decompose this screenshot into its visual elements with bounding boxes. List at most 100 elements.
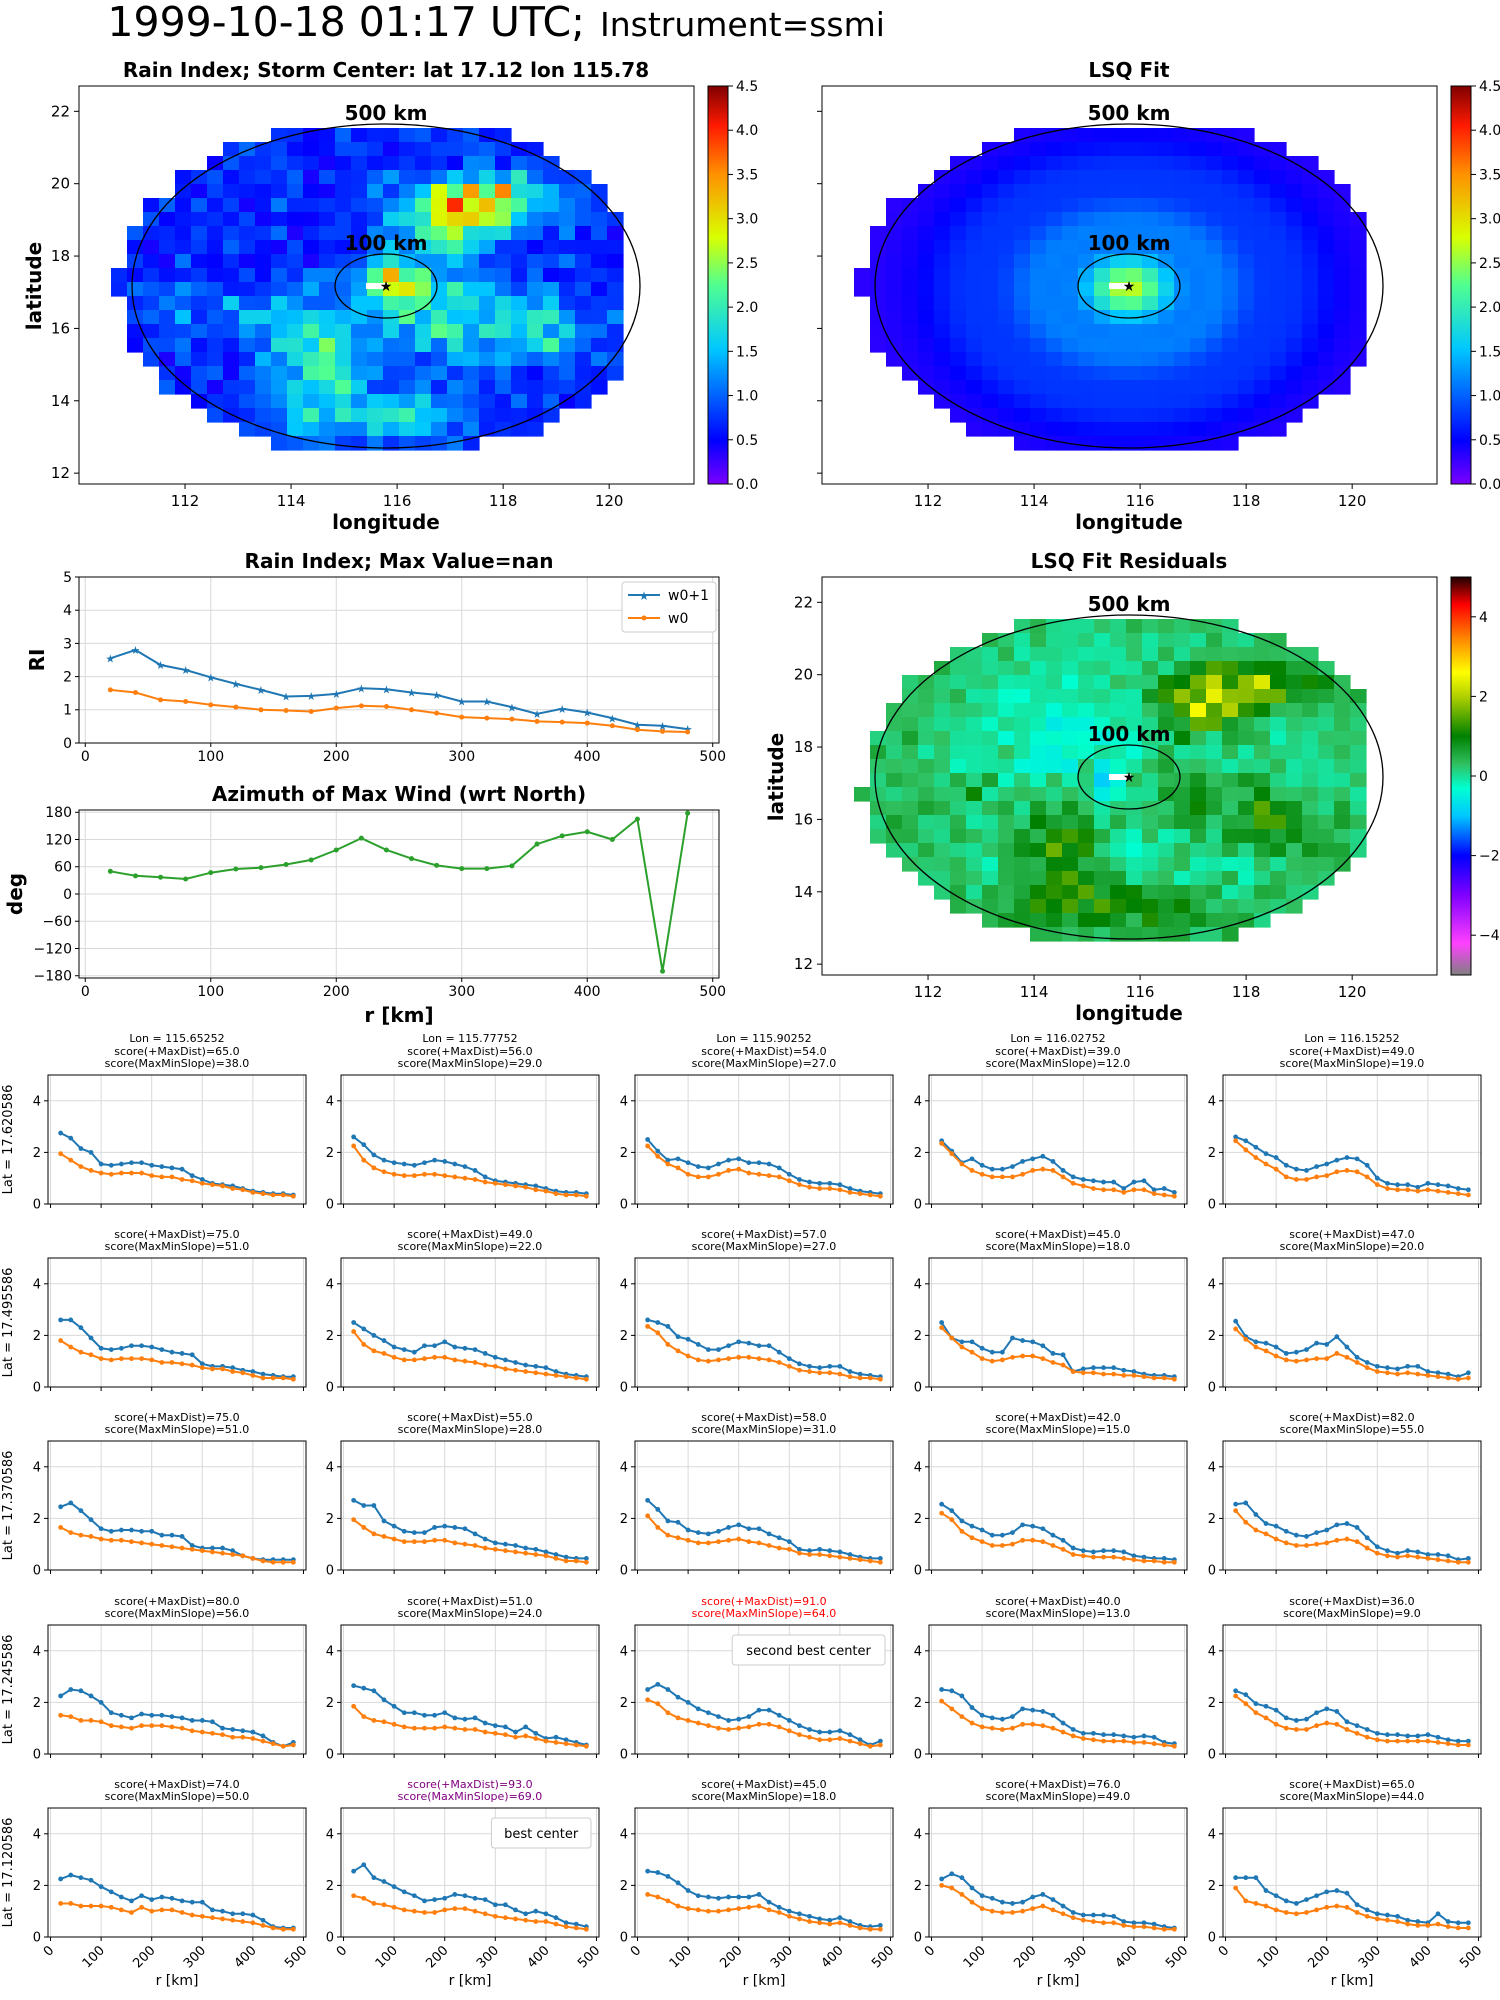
series-w0p1-point xyxy=(250,1912,256,1918)
map-cell xyxy=(1238,352,1255,367)
map-cell xyxy=(934,254,951,269)
map-cell xyxy=(399,282,416,297)
azimuth-point xyxy=(660,968,666,974)
map-cell xyxy=(415,352,432,367)
map-cell xyxy=(1046,338,1063,353)
map-cell xyxy=(575,212,592,227)
y-tick-label: 0 xyxy=(326,1931,334,1946)
map-cell xyxy=(1158,647,1175,662)
map-cell xyxy=(1110,436,1127,451)
map-cell xyxy=(1126,689,1143,704)
series-w0-point xyxy=(1161,1559,1167,1565)
map-cell xyxy=(1078,268,1095,283)
map-cell xyxy=(982,745,999,760)
series-w0p1-point xyxy=(989,1166,995,1172)
map-cell xyxy=(287,142,304,157)
map-cell xyxy=(1270,310,1287,325)
series-w0p1-point xyxy=(139,1528,144,1534)
series-w0p1-point xyxy=(1304,1347,1309,1352)
map-cell xyxy=(1206,212,1223,227)
map-cell xyxy=(303,380,320,395)
colorbar-tick-label: 0.5 xyxy=(736,433,758,449)
series-w0-point xyxy=(1324,1356,1330,1362)
panel-score-maxdist: score(+MaxDist)=40.0 xyxy=(995,1595,1120,1608)
map-cell xyxy=(1094,773,1111,788)
series-w0p1-point xyxy=(553,1915,559,1921)
map-cell xyxy=(1158,380,1175,395)
series-w0p1-point xyxy=(118,1894,124,1900)
series-w0-point xyxy=(452,1357,458,1363)
map-cell xyxy=(591,310,608,325)
series-w0p1-point xyxy=(877,1922,883,1928)
map-cell xyxy=(1302,240,1319,255)
y-tick-label: 2 xyxy=(620,1512,628,1527)
series-w0-point xyxy=(1395,1738,1400,1744)
series-w0-point xyxy=(1060,1546,1066,1552)
map-cell xyxy=(351,142,368,157)
y-tick-label: −180 xyxy=(34,969,72,985)
series-w0p1-point xyxy=(179,1534,185,1539)
map-cell xyxy=(159,268,176,283)
series-w0p1-point xyxy=(1354,1156,1360,1162)
series-w0p1-point xyxy=(1445,1737,1451,1743)
map-cell xyxy=(191,338,208,353)
series-w0-point xyxy=(1243,1147,1249,1153)
map-cell xyxy=(255,198,272,213)
map-cell xyxy=(1238,198,1255,213)
map-cell xyxy=(367,366,384,381)
map-cell xyxy=(1238,675,1255,690)
map-cell xyxy=(1014,268,1031,283)
map-cell xyxy=(495,408,512,423)
y-tick-label: 2 xyxy=(1208,1512,1216,1527)
series-w0-point xyxy=(969,1899,975,1905)
ring-500km xyxy=(874,123,1384,449)
map-cell xyxy=(239,282,256,297)
y-tick-label: 0 xyxy=(1208,1931,1216,1946)
y-tick-label: 2 xyxy=(914,1696,922,1711)
map-cell xyxy=(447,324,464,339)
map-cell xyxy=(950,268,967,283)
y-tick-label: 4 xyxy=(326,1644,334,1659)
plot-frame xyxy=(1222,1624,1482,1755)
x-tick-label: 118 xyxy=(489,492,518,510)
map-cell xyxy=(319,212,336,227)
map-cell xyxy=(479,142,496,157)
map-cell xyxy=(607,296,624,311)
map-cell xyxy=(1334,815,1351,830)
series-w0-point xyxy=(1060,1911,1066,1917)
series-w0-point xyxy=(513,1183,518,1189)
map-cell xyxy=(1062,380,1079,395)
legend-w0p1-marker: ★ xyxy=(639,589,650,603)
series-w0-point xyxy=(1010,1174,1015,1180)
map-cell xyxy=(1110,899,1127,914)
rain-map-title: Rain Index; Storm Center: lat 17.12 lon … xyxy=(123,58,649,82)
series-w0p1-point xyxy=(1121,1919,1127,1924)
map-cell xyxy=(982,240,999,255)
series-w0-point xyxy=(432,1354,437,1360)
series-w0-point xyxy=(472,1908,478,1914)
map-cell xyxy=(1222,843,1239,858)
series-w0-point xyxy=(716,1908,721,1914)
map-cell xyxy=(159,338,176,353)
series-w0p1-point xyxy=(230,1911,236,1917)
map-cell xyxy=(559,170,576,185)
series-w0p1-point xyxy=(149,1897,155,1902)
map-cell xyxy=(287,310,304,325)
series-w0p1-point xyxy=(746,1714,752,1719)
series-w0-point xyxy=(1030,1168,1036,1173)
series-w0-point xyxy=(432,1537,437,1543)
map-cell xyxy=(1030,338,1047,353)
map-cell xyxy=(918,380,935,395)
panel-score-maxminslope: score(MaxMinSlope)=56.0 xyxy=(105,1607,250,1620)
series-w0-point xyxy=(756,1356,762,1362)
map-cell xyxy=(1254,717,1271,732)
map-cell xyxy=(1286,829,1303,844)
map-cell xyxy=(950,731,967,746)
map-cell xyxy=(1190,647,1207,662)
series-w0-point xyxy=(746,1904,752,1910)
series-w0p1-point xyxy=(1304,1716,1309,1722)
map-cell xyxy=(998,366,1015,381)
map-cell xyxy=(591,212,608,227)
series-w0-point xyxy=(1283,1357,1289,1363)
series-w0-point xyxy=(108,1171,114,1177)
